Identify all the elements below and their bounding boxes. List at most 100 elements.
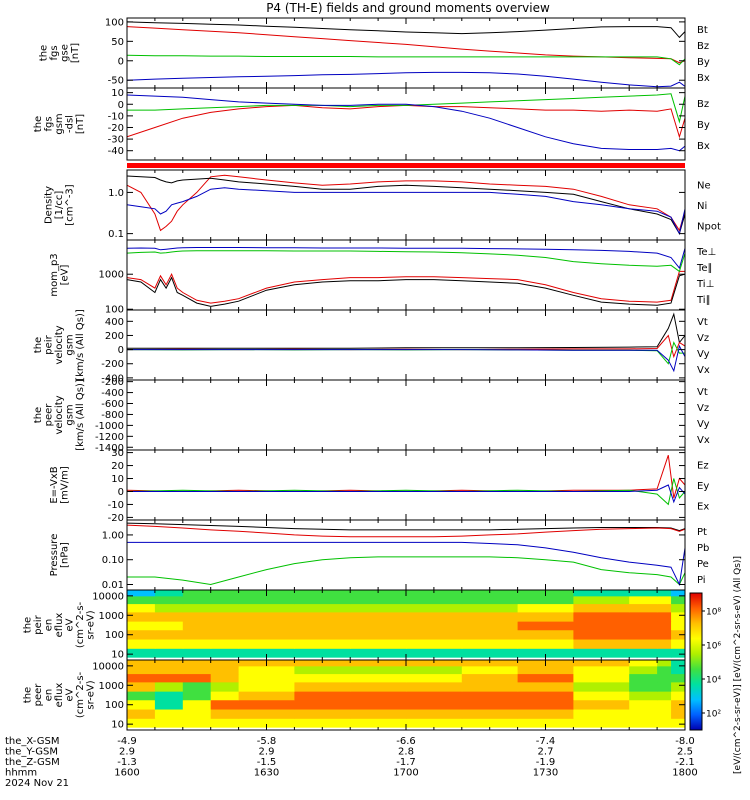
heatmap-cell: [406, 629, 463, 640]
heatmap-cell: [461, 718, 519, 728]
heatmap-cell: [406, 648, 463, 658]
legend-entry: Ni: [697, 201, 707, 212]
heatmap-cell: [517, 673, 574, 683]
y-tick-label: -40: [108, 146, 124, 157]
y-tick-label: -1000: [95, 421, 124, 432]
axis-row-label: the_X-GSM: [5, 736, 59, 747]
heatmap-cell: [406, 699, 463, 710]
y-tick-label: 1.00: [102, 530, 124, 541]
y-tick-label: 10000: [92, 661, 124, 672]
y-tick-label: -200: [101, 377, 124, 388]
legend-entry: Te⊥: [696, 247, 716, 258]
legend-entry: Vz: [697, 333, 709, 344]
axis-row-value: 2.9: [119, 747, 135, 758]
heatmap-cell: [154, 590, 184, 597]
panel-5: -400 -200 0 200 400 the peir velocity gsm [km/s (…: [33, 309, 710, 384]
heatmap-cell: [210, 709, 240, 719]
y-tick-label: -1200: [95, 432, 124, 443]
heatmap-cell: [182, 718, 212, 728]
legend-entry: Ti∥: [696, 295, 711, 306]
heatmap-cell: [629, 611, 658, 622]
heatmap-cell: [461, 660, 519, 667]
heatmap-cell: [461, 595, 519, 605]
heatmap-cell: [573, 639, 630, 649]
y-axis-label: the: [23, 617, 34, 633]
panel-1: -50 0 50 100 the fgs gse [nT] Bt Bz By Bx: [38, 17, 710, 89]
y-tick-label: 10: [111, 474, 124, 485]
y-tick-label: 30: [111, 448, 124, 459]
heatmap-cell: [182, 629, 212, 640]
heatmap-cell: [406, 595, 463, 605]
colorbar-tick-label: 10²: [706, 710, 721, 720]
heatmap-cell: [671, 648, 686, 658]
heatmap-cell: [406, 660, 463, 667]
legend-entry: Vx: [697, 365, 710, 376]
heatmap-cell: [127, 718, 156, 728]
heatmap-cell: [573, 595, 630, 605]
heatmap-cell: [350, 660, 407, 667]
heatmap-cell: [461, 681, 519, 692]
heatmap-cell: [127, 648, 156, 658]
series-line-Ex: [127, 484, 686, 504]
series-line-Ti⊥: [126, 247, 686, 270]
heatmap-cell: [294, 665, 351, 675]
y-axis-label: [nT]: [70, 43, 81, 63]
axis-row-value: 1730: [533, 768, 558, 779]
heatmap-cell: [350, 611, 407, 622]
heatmap-cell: [127, 639, 156, 649]
y-tick-label: -30: [108, 135, 124, 146]
heatmap-cell: [350, 681, 407, 692]
panel-frame: [126, 519, 686, 591]
heatmap-cell: [294, 718, 351, 728]
heatmap-cell: [461, 621, 519, 631]
legend-entry: Bx: [697, 73, 710, 84]
y-tick-label: 200: [105, 331, 124, 342]
y-axis-label: gsm: [54, 113, 65, 134]
y-axis-label: [km/s (All Qs)]: [75, 309, 86, 381]
heatmap-cell: [350, 648, 407, 658]
heatmap-cell: [573, 590, 630, 597]
legend-entry: Vt: [697, 317, 708, 328]
heatmap-cell: [154, 603, 184, 613]
heatmap-cell: [238, 709, 295, 719]
heatmap-cell: [350, 709, 407, 719]
series-line-Bt: [126, 21, 686, 39]
y-tick-label: 0.10: [102, 555, 124, 566]
y-axis-label: the: [33, 337, 44, 353]
heatmap-cell: [517, 709, 574, 719]
heatmap-cell: [657, 718, 672, 728]
heatmap-cell: [350, 590, 407, 597]
heatmap-cell: [406, 611, 463, 622]
heatmap-cell: [671, 718, 686, 728]
y-axis-label: [km/s (All Qs)]: [75, 379, 86, 451]
heatmap-cell: [406, 590, 463, 597]
y-axis-label: peer: [44, 403, 55, 427]
axis-row-value: 2.5: [677, 747, 693, 758]
heatmap-cell: [182, 639, 212, 649]
heatmap-cell: [629, 681, 658, 692]
y-tick-label: -400: [101, 388, 124, 399]
axis-row-value: 1700: [393, 768, 418, 779]
legend-entry: Pe: [697, 559, 709, 570]
heatmap-cell: [671, 709, 686, 719]
axis-row-value: -6.6: [396, 736, 416, 747]
y-tick-label: 0.01: [102, 580, 124, 591]
heatmap-cell: [210, 639, 240, 649]
y-axis-label: [1/cc]: [54, 191, 65, 220]
heatmap-cell: [461, 590, 519, 597]
heatmap-cell: [406, 621, 463, 631]
heatmap-cell: [154, 611, 184, 622]
legend-entry: Te∥: [696, 263, 713, 274]
y-tick-label: 1.0: [108, 188, 124, 199]
y-tick-label: -600: [101, 399, 124, 410]
y-axis-label: gse: [59, 44, 70, 62]
y-axis-label: en: [44, 689, 55, 702]
heatmap-cell: [238, 681, 295, 692]
y-axis-label: gsm: [65, 404, 76, 425]
y-axis-label: gsm: [65, 334, 76, 355]
y-tick-label: -200: [101, 359, 124, 370]
heatmap-cell: [657, 673, 672, 683]
separator-band: [127, 163, 685, 168]
